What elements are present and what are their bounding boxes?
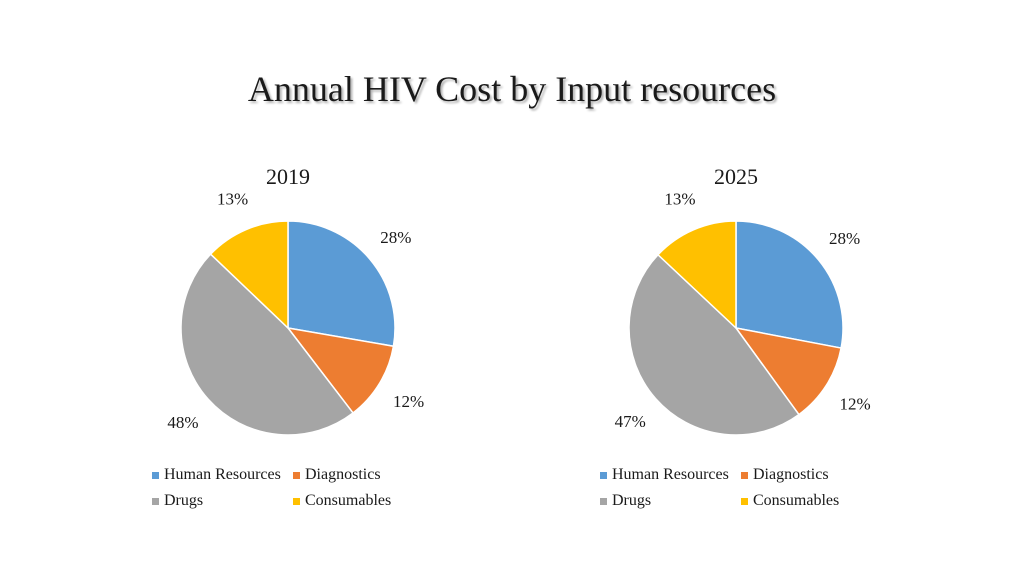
data-label-human-resources: 28% xyxy=(829,229,860,248)
legend-item-diagnostics: Diagnostics xyxy=(293,466,453,484)
chart-title: 2025 xyxy=(714,164,758,189)
legend-item-drugs: Drugs xyxy=(152,492,293,510)
slice-human-resources xyxy=(287,220,396,348)
slice-diagnostics xyxy=(734,326,842,416)
data-label-drugs: 48% xyxy=(167,413,198,432)
legend-swatch xyxy=(293,471,300,479)
data-label-drugs: 47% xyxy=(615,412,646,431)
legend-swatch xyxy=(741,471,748,479)
legend-item-drugs: Drugs xyxy=(600,492,741,510)
slice-diagnostics xyxy=(286,326,395,415)
legend-label: Human Resources xyxy=(164,466,281,483)
legend-swatch xyxy=(600,471,607,479)
legend-item-consumables: Consumables xyxy=(741,492,901,510)
legend: Human Resources Diagnostics Drugs Consum… xyxy=(600,466,900,510)
pie-chart-2025: 2025 28% 12% 47% 13% Human Resources Diagno… xyxy=(516,150,956,530)
legend-item-consumables: Consumables xyxy=(293,492,453,510)
legend-label: Consumables xyxy=(305,492,392,509)
legend-label: Human Resources xyxy=(612,466,729,483)
pie-plot: 28% 12% 48% 13% xyxy=(167,189,424,436)
legend-label: Drugs xyxy=(612,492,652,509)
slice-drugs xyxy=(180,253,355,436)
page-title: Annual HIV Cost by Input resources xyxy=(247,69,777,109)
legend-label: Diagnostics xyxy=(305,466,381,483)
data-label-human-resources: 28% xyxy=(380,228,411,247)
legend: Human Resources Diagnostics Drugs Consum… xyxy=(152,466,452,510)
legend-item-diagnostics: Diagnostics xyxy=(741,466,901,484)
data-label-consumables: 13% xyxy=(664,190,695,209)
slice-consumables xyxy=(209,220,289,330)
legend-item-human-resources: Human Resources xyxy=(600,466,741,484)
legend-label: Drugs xyxy=(164,492,204,509)
legend-label: Diagnostics xyxy=(753,466,829,483)
legend-swatch xyxy=(152,497,159,505)
slice-human-resources xyxy=(735,220,844,349)
slice-drugs xyxy=(628,253,800,436)
legend-swatch xyxy=(600,497,607,505)
chart-title: 2019 xyxy=(266,164,310,189)
legend-item-human-resources: Human Resources xyxy=(152,466,293,484)
legend-label: Consumables xyxy=(753,492,840,509)
data-label-diagnostics: 12% xyxy=(393,392,424,411)
pie-chart-2019: 2019 28% 12% 48% 13% Human Resources Diagno… xyxy=(68,150,508,530)
slice-consumables xyxy=(656,220,737,330)
data-label-consumables: 13% xyxy=(217,189,248,208)
data-label-diagnostics: 12% xyxy=(839,395,870,414)
pie-plot: 28% 12% 47% 13% xyxy=(615,190,871,436)
legend-swatch xyxy=(741,497,748,505)
legend-swatch xyxy=(293,497,300,505)
legend-swatch xyxy=(152,471,159,479)
